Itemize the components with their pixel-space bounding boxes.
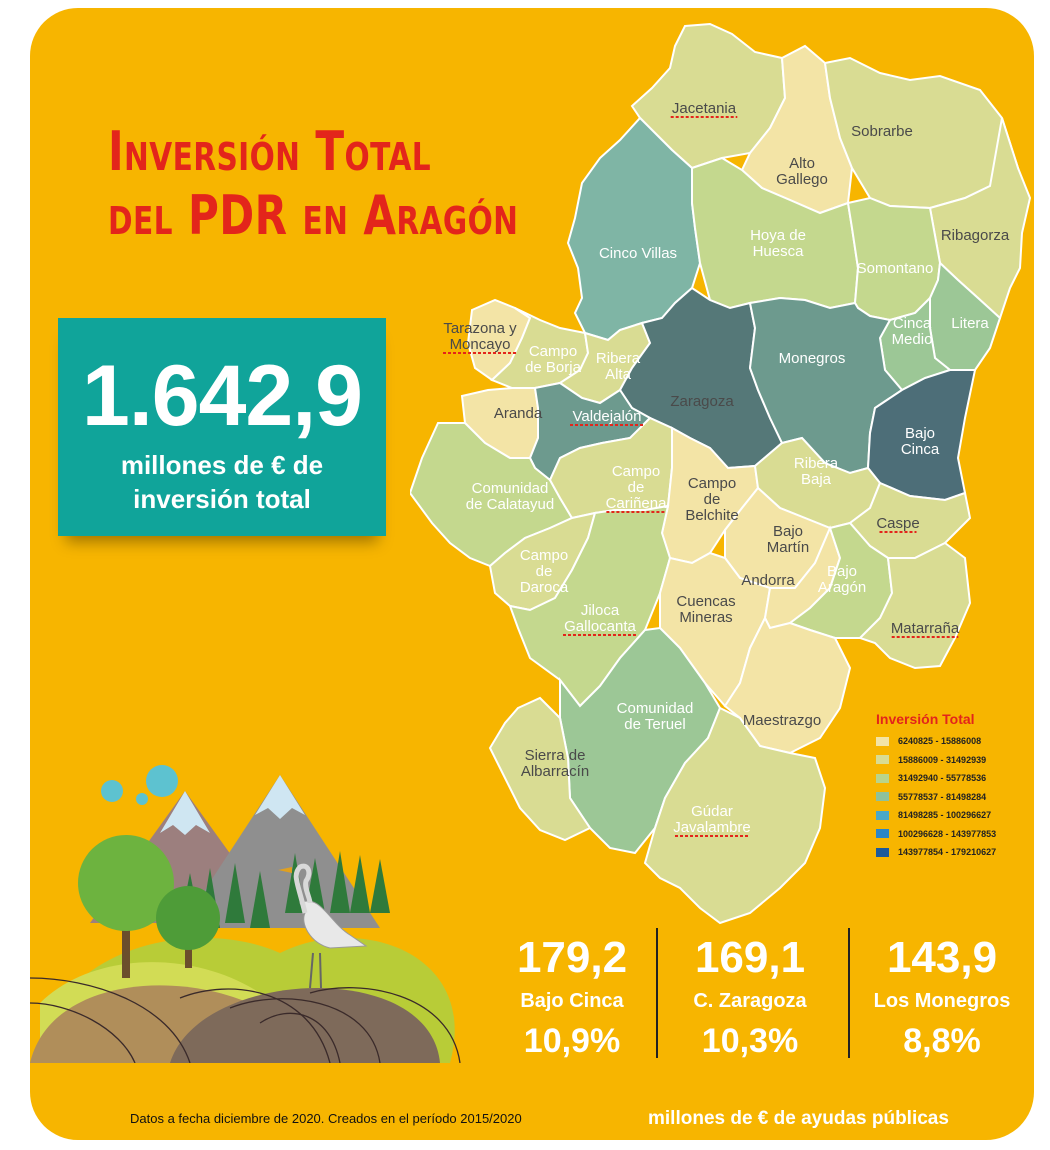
region-label-litera: Litera (951, 315, 989, 332)
region-label-bajo-aragon: Bajo Aragón (818, 563, 866, 596)
total-investment-value: 1.642,9 (82, 348, 363, 444)
legend-item: 31492940 - 55778536 (876, 769, 996, 788)
legend-label: 100296628 - 143977853 (898, 828, 997, 839)
region-label-campo-de-borja: Campo de Borja (525, 343, 582, 376)
stat-region: Los Monegros (873, 990, 1011, 1012)
region-label-campo-de-belchite: Campo de Belchite (685, 475, 738, 524)
legend-label: 143977854 - 179210627 (898, 847, 997, 858)
region-label-hoya-de-huesca: Hoya de Huesca (750, 227, 806, 260)
stat-value: 143,9 (886, 933, 998, 982)
region-label-comunidad-de-calatayud: Comunidad de Calatayud (466, 480, 554, 513)
region-gudar-javalambre (643, 706, 827, 925)
map-legend: Inversión Total 6240825 - 15886008 158860… (876, 711, 996, 862)
region-label-ribagorza: Ribagorza (941, 227, 1010, 244)
stat-value: 169,1 (694, 933, 806, 982)
region-label-jiloca-gallocanta: Jiloca Gallocanta (564, 602, 636, 635)
region-maestrazgo (723, 615, 852, 755)
legend-item: 143977854 - 179210627 (876, 843, 996, 862)
legend-swatch (876, 755, 889, 765)
region-label-cinco-villas: Cinco Villas (599, 245, 677, 262)
region-label-monegros: Monegros (779, 350, 846, 367)
total-caption-line-1: millones de € de (120, 450, 324, 480)
region-label-alto-gallego: Alto Gallego (776, 155, 828, 188)
title-line-1: Inversión Total (108, 120, 432, 183)
region-label-tarazona-y-moncayo: Tarazona y Moncayo (443, 320, 517, 353)
legend-item: 55778537 - 81498284 (876, 788, 996, 807)
page-title: Inversión Total del PDR en Aragón (108, 120, 518, 248)
total-caption-line-2: inversión total (133, 484, 311, 514)
total-investment-caption: millones de € de inversión total (58, 448, 386, 516)
region-label-somontano: Somontano (857, 260, 934, 277)
legend-label: 31492940 - 55778536 (898, 773, 987, 784)
region-label-caspe: Caspe (876, 515, 919, 532)
stat-region: Bajo Cinca (520, 990, 624, 1012)
legend-swatch (876, 773, 889, 783)
region-label-aranda: Aranda (494, 405, 543, 422)
stat-percent: 10,9% (523, 1022, 621, 1060)
region-label-cuencas-mineras: Cuencas Mineras (676, 593, 735, 626)
stat-2: 169,1 C. Zaragoza 10,3% (660, 928, 840, 1066)
infographic-card: Inversión Total del PDR en Aragón (30, 8, 1034, 1140)
region-label-ribera-alta: Ribera Alta (596, 350, 641, 383)
region-label-andorra: Andorra (741, 572, 795, 589)
legend-label: 55778537 - 81498284 (898, 791, 987, 802)
region-label-gudar-javalambre: Gúdar Javalambre (673, 803, 751, 836)
region-label-jacetania: Jacetania (672, 100, 737, 117)
region-label-ribera-baja: Ribera Baja (794, 455, 839, 488)
region-sierra-de-albarracin (488, 696, 592, 842)
legend-item: 15886009 - 31492939 (876, 751, 996, 770)
region-label-bajo-cinca: Bajo Cinca (901, 425, 940, 458)
legend-swatch (876, 810, 889, 820)
legend-swatch (876, 792, 889, 802)
region-label-sierra-de-albarracin: Sierra de Albarracín (521, 747, 589, 780)
stat-divider (656, 928, 658, 1058)
legend-label: 6240825 - 15886008 (898, 736, 982, 747)
title-line-2: del PDR en Aragón (108, 184, 519, 247)
legend-label: 15886009 - 31492939 (898, 754, 987, 765)
legend-title: Inversión Total (876, 711, 975, 727)
region-label-cinca-medio: Cinca Medio (892, 315, 933, 348)
legend-item: 6240825 - 15886008 (876, 732, 996, 751)
stat-value: 179,2 (516, 933, 628, 982)
region-label-sobrarbe: Sobrarbe (851, 123, 913, 140)
region-label-campo-de-carinena: Campo de Cariñena (606, 463, 668, 512)
region-label-matarrana: Matarraña (891, 620, 960, 637)
region-label-bajo-martin: Bajo Martín (767, 523, 810, 556)
region-label-valdejalon: Valdejalón (573, 408, 642, 425)
footer-unit: millones de € de ayudas públicas (648, 1108, 949, 1129)
stat-percent: 8,8% (903, 1022, 981, 1060)
top-regions-stats: 179,2 Bajo Cinca 10,9% 169,1 C. Zaragoza… (492, 928, 1034, 1060)
stat-divider (848, 928, 850, 1058)
footnote: Datos a fecha diciembre de 2020. Creados… (130, 1111, 522, 1126)
legend-item: 100296628 - 143977853 (876, 825, 996, 844)
landscape-illustration (30, 765, 461, 1063)
legend-item: 81498285 - 100296627 (876, 806, 996, 825)
region-label-campo-de-daroca: Campo de Daroca (520, 547, 569, 596)
total-investment-box: 1.642,9 millones de € de inversión total (58, 318, 386, 536)
aragon-map: Jacetania Alto Gallego Sobrarbe Ribagorza Cin… (410, 22, 1032, 925)
region-label-comunidad-de-teruel: Comunidad de Teruel (617, 700, 694, 733)
stat-3: 143,9 Los Monegros 8,8% (852, 928, 1032, 1066)
stat-percent: 10,3% (701, 1022, 799, 1060)
legend-swatch (876, 736, 889, 746)
stat-1: 179,2 Bajo Cinca 10,9% (482, 928, 662, 1066)
region-label-zaragoza: Zaragoza (670, 393, 734, 410)
region-label-maestrazgo: Maestrazgo (743, 712, 821, 729)
legend-swatch (876, 829, 889, 839)
legend-swatch (876, 847, 889, 857)
region-bajo-aragon (787, 521, 894, 639)
stat-region: C. Zaragoza (693, 990, 807, 1012)
legend-label: 81498285 - 100296627 (898, 810, 992, 821)
